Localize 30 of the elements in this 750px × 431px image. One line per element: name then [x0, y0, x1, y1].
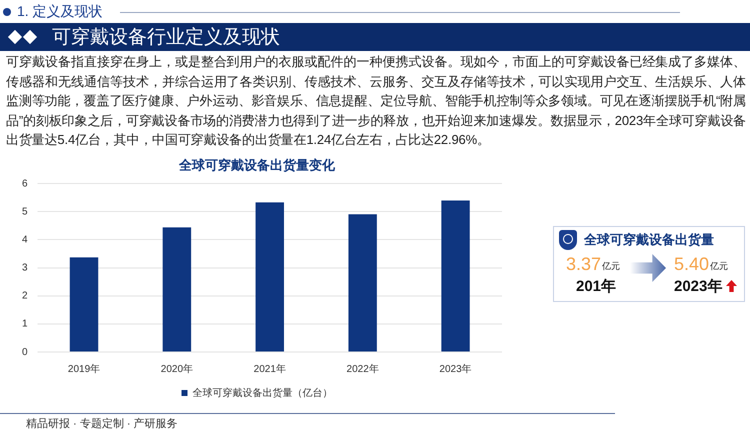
y-tick-label: 1 — [22, 318, 28, 330]
legend-label: 全球可穿戴设备出货量（亿台） — [192, 386, 332, 399]
text: 1. 定义及现状 — [17, 3, 103, 21]
text: 精品研报 · 专题定制 · 产研服务 — [26, 416, 178, 431]
y-tick-label: 4 — [22, 234, 28, 246]
bar — [70, 257, 98, 352]
text: 2023年 — [674, 277, 722, 296]
text: 全球可穿戴设备出货量 — [584, 231, 714, 249]
bar — [441, 200, 470, 352]
bar — [162, 227, 192, 352]
text: 亿元 — [602, 260, 620, 273]
y-tick-label: 6 — [22, 178, 28, 190]
y-tick-label: 0 — [22, 346, 28, 358]
x-tick-label: 2019年 — [68, 362, 100, 375]
y-tick-label: 5 — [22, 206, 28, 218]
text: 亿元 — [710, 260, 728, 273]
bar — [348, 214, 377, 352]
x-tick-label: 2021年 — [254, 362, 286, 375]
text: 3.37 — [566, 254, 602, 275]
x-tick-label: 2022年 — [346, 362, 379, 375]
x-tick-label: 2020年 — [160, 362, 194, 375]
text: 5.40 — [674, 254, 710, 275]
y-tick-label: 2 — [22, 290, 28, 302]
y-tick-label: 3 — [22, 262, 28, 274]
bar — [256, 202, 284, 352]
text: 201年 — [576, 277, 616, 296]
text: 可穿戴设备行业定义及现状 — [52, 26, 280, 49]
text: 可穿戴设备指直接穿在身上，或是整合到用户的衣服或配件的一种便携式设备。现如今，市面上的可穿戴设备已经集成了多媒体、传感器和无线通信等技术，并综合运用了各类识别、传感技术、云服务、交互及存储等技术，可以实现用户交互、生活娱乐、人体监测等功能，覆盖了医疗健康、户外运动、影音娱乐、信息提醒、定位导航、智能手机控制等众多领域。可见在逐渐摆脱手机“附属品”的刻板印象之后，可穿戴设备市场的消费潜力也得到了进一步的释放，也开始迎来加速爆发。数据显示，2023年全球可穿戴设备出货量达5.4亿台，其中，中国可穿戴设备的出货量在1.24亿台左右，占比达22.96%。 — [6, 53, 746, 149]
chart-title: 全球可穿戴设备出货量变化 — [178, 157, 336, 172]
x-tick-label: 2023年 — [439, 362, 472, 375]
